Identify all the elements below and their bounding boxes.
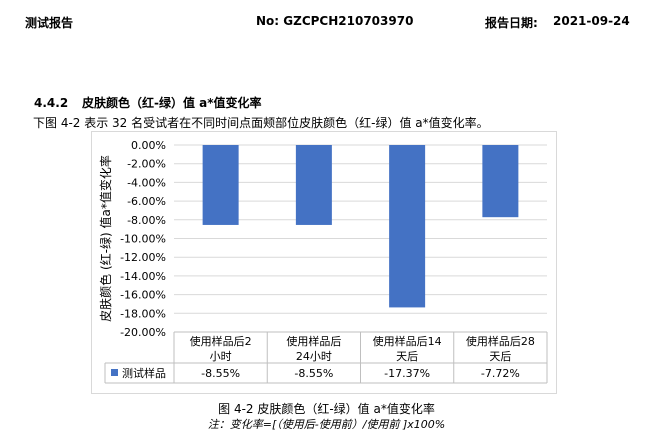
x-category-label: 使用样品后14: [373, 334, 442, 348]
legend-label: 测试样品: [122, 366, 166, 380]
x-category-label: 使用样品后2: [190, 334, 252, 348]
x-category-label: 天后: [489, 350, 511, 363]
y-tick-label: -16.00%: [120, 289, 166, 302]
bar: [295, 145, 332, 225]
bar: [389, 145, 426, 308]
y-tick-label: -18.00%: [120, 307, 166, 320]
figure-caption: 图 4-2 皮肤颜色（红-绿）值 a*值变化率: [218, 402, 435, 416]
data-value-label: -17.37%: [384, 367, 430, 380]
y-tick-label: 0.00%: [131, 139, 166, 152]
x-category-label: 使用样品后: [286, 334, 341, 348]
data-value-label: -8.55%: [201, 367, 240, 380]
chart-area: 0.00% -2.00% -4.00% -6.00% -8.00% -10.00% -12.…: [91, 131, 557, 394]
legend-key: [111, 369, 118, 376]
section-title: 皮肤颜色（红-绿）值 a*值变化率: [82, 96, 262, 110]
x-category-label: 小时: [210, 350, 232, 363]
y-tick-label: -12.00%: [120, 251, 166, 264]
x-category-label: 使用样品后28: [466, 334, 535, 348]
report-header-title: 测试报告: [25, 16, 74, 30]
y-tick-label: -4.00%: [127, 176, 166, 189]
section-intro: 下图 4-2 表示 32 名受试者在不同时间点面颊部位皮肤颜色（红-绿）值 a*…: [33, 116, 489, 130]
bar: [202, 145, 239, 225]
x-category-label: 天后: [396, 350, 418, 363]
report-date: 2021-09-24: [553, 14, 630, 28]
section-heading: 4.4.2 皮肤颜色（红-绿）值 a*值变化率: [34, 94, 262, 111]
y-tick-label: -6.00%: [127, 195, 166, 208]
figure-note: 注：变化率=[（使用后-使用前）/使用前 ]x100%: [207, 418, 446, 431]
report-date-label: 报告日期:: [485, 16, 538, 30]
report-number: No: GZCPCH210703970: [256, 14, 414, 28]
y-tick-label: -8.00%: [127, 214, 166, 227]
section-number: 4.4.2: [34, 96, 69, 110]
data-value-label: -7.72%: [481, 367, 520, 380]
y-axis-title: 皮肤颜色 (红-绿) 值a*值变化率: [98, 155, 113, 322]
x-category-label: 24小时: [296, 350, 332, 363]
bar: [482, 145, 519, 218]
bar-chart: 0.00% -2.00% -4.00% -6.00% -8.00% -10.00% -12.…: [98, 139, 548, 384]
y-tick-label: -20.00%: [120, 326, 166, 339]
data-value-label: -8.55%: [294, 367, 333, 380]
y-tick-label: -14.00%: [120, 270, 166, 283]
y-tick-label: -2.00%: [127, 158, 166, 171]
y-tick-label: -10.00%: [120, 233, 166, 246]
